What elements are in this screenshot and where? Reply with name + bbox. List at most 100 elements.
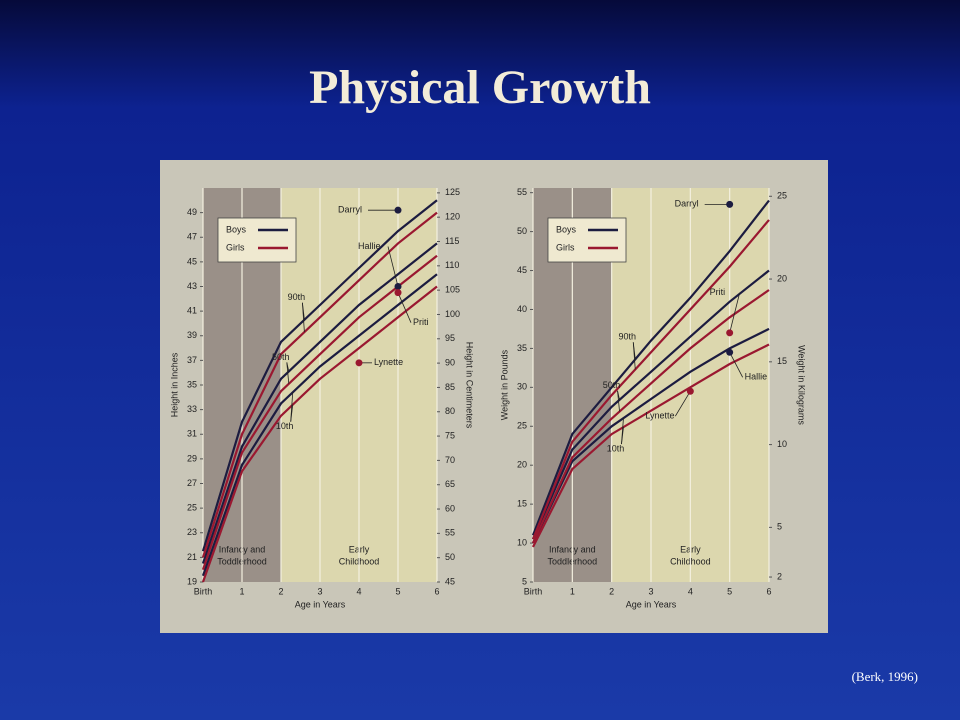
- x-tick-label: 3: [648, 586, 653, 596]
- y2-tick-label: 90: [445, 357, 455, 367]
- y-tick-label: 30: [517, 382, 527, 392]
- x-tick-label: Birth: [194, 586, 213, 596]
- child-point: [355, 359, 363, 367]
- y-tick-label: 37: [187, 355, 197, 365]
- y2-tick-label: 2: [777, 571, 782, 581]
- child-label: Priti: [413, 317, 429, 327]
- y-tick-label: 33: [187, 404, 197, 414]
- y2-tick-label: 25: [777, 191, 787, 201]
- child-point: [726, 329, 734, 337]
- y-axis-label: Weight in Pounds: [499, 349, 509, 420]
- y-tick-label: 23: [187, 527, 197, 537]
- y2-tick-label: 100: [445, 309, 460, 319]
- y2-tick-label: 95: [445, 333, 455, 343]
- slide-title: Physical Growth: [309, 61, 651, 114]
- y-tick-label: 35: [517, 343, 527, 353]
- leader-line: [729, 352, 744, 378]
- y-axis-label: Height in Inches: [169, 352, 179, 417]
- child-point: [394, 289, 402, 297]
- y2-tick-label: 85: [445, 382, 455, 392]
- growth-curve: [201, 273, 438, 577]
- y2-tick-label: 60: [445, 503, 455, 513]
- x-tick-label: 5: [727, 586, 732, 596]
- percentile-label: 10th: [607, 443, 625, 453]
- y-tick-label: 35: [187, 379, 197, 389]
- y-tick-label: 20: [517, 460, 527, 470]
- y-tick-label: 47: [187, 232, 197, 242]
- y-tick-label: 50: [517, 226, 527, 236]
- y-tick-label: 40: [517, 304, 527, 314]
- growth-curve: [531, 219, 770, 540]
- growth-curve: [532, 327, 770, 544]
- leader-line: [302, 302, 305, 333]
- percentile-label: 90th: [619, 332, 637, 342]
- x-tick-label: 6: [434, 586, 439, 596]
- growth-curve: [532, 289, 770, 544]
- growth-curve: [201, 199, 438, 552]
- child-label: Lynette: [645, 411, 674, 421]
- y2-tick-label: 115: [445, 236, 459, 246]
- leader-line: [617, 390, 620, 412]
- leader-line: [286, 362, 290, 384]
- x-tick-label: 3: [317, 586, 322, 596]
- leader-line: [621, 427, 624, 445]
- child-label: Lynette: [374, 357, 403, 367]
- leader-line: [729, 292, 741, 333]
- x-tick-label: 1: [570, 586, 575, 596]
- y2-tick-label: 70: [445, 455, 455, 465]
- y2-tick-label: 125: [445, 187, 460, 197]
- y2-axis-label: Height in Centimeters: [465, 342, 475, 429]
- y2-tick-label: 110: [445, 260, 459, 270]
- growth-curve: [531, 199, 770, 536]
- x-tick-label: Birth: [524, 586, 543, 596]
- y2-tick-label: 20: [777, 273, 787, 283]
- x-tick-label: 6: [766, 586, 771, 596]
- y2-tick-label: 45: [445, 576, 455, 586]
- y-tick-label: 45: [187, 256, 197, 266]
- x-tick-label: 5: [395, 586, 400, 596]
- leader-line: [674, 391, 691, 417]
- x-tick-label: 4: [356, 586, 361, 596]
- y-tick-label: 25: [187, 503, 197, 513]
- y-tick-label: 15: [517, 499, 527, 509]
- child-point: [394, 283, 402, 290]
- child-point: [726, 348, 734, 356]
- y-tick-label: 29: [187, 453, 197, 463]
- legend-box: [217, 217, 297, 263]
- child-label: Darryl: [675, 199, 699, 209]
- child-point: [394, 206, 402, 214]
- percentile-label: 50th: [272, 352, 290, 362]
- y2-tick-label: 105: [445, 285, 460, 295]
- x-tick-label: 4: [688, 586, 693, 596]
- legend-label: Girls: [226, 242, 245, 252]
- x-axis-label: Age in Years: [626, 599, 677, 609]
- child-label: Hallie: [745, 372, 768, 382]
- child-label: Priti: [710, 287, 726, 297]
- y-tick-label: 55: [517, 187, 527, 197]
- y-tick-label: 45: [517, 265, 527, 275]
- child-label: Hallie: [358, 241, 381, 251]
- y2-tick-label: 15: [777, 356, 787, 366]
- y-tick-label: 49: [187, 207, 197, 217]
- legend-label: Boys: [226, 224, 247, 234]
- legend-box: [547, 217, 627, 263]
- y2-tick-label: 80: [445, 406, 455, 416]
- growth-curve: [531, 269, 770, 540]
- x-tick-label: 2: [278, 586, 283, 596]
- leader-line: [632, 342, 636, 370]
- y-tick-label: 10: [517, 537, 527, 547]
- percentile-label: 10th: [276, 421, 294, 431]
- y2-tick-label: 5: [777, 522, 782, 532]
- percentile-label: 90th: [288, 292, 306, 302]
- growth-curve: [532, 343, 770, 548]
- growth-curve: [201, 211, 438, 558]
- citation: (Berk, 1996): [852, 669, 918, 684]
- y2-tick-label: 50: [445, 552, 455, 562]
- y-tick-label: 25: [517, 421, 527, 431]
- percentile-label: 50th: [603, 380, 621, 390]
- y-tick-label: 27: [187, 478, 197, 488]
- y-tick-label: 21: [187, 552, 197, 562]
- y-tick-label: 31: [187, 429, 197, 439]
- legend-label: Girls: [556, 242, 575, 252]
